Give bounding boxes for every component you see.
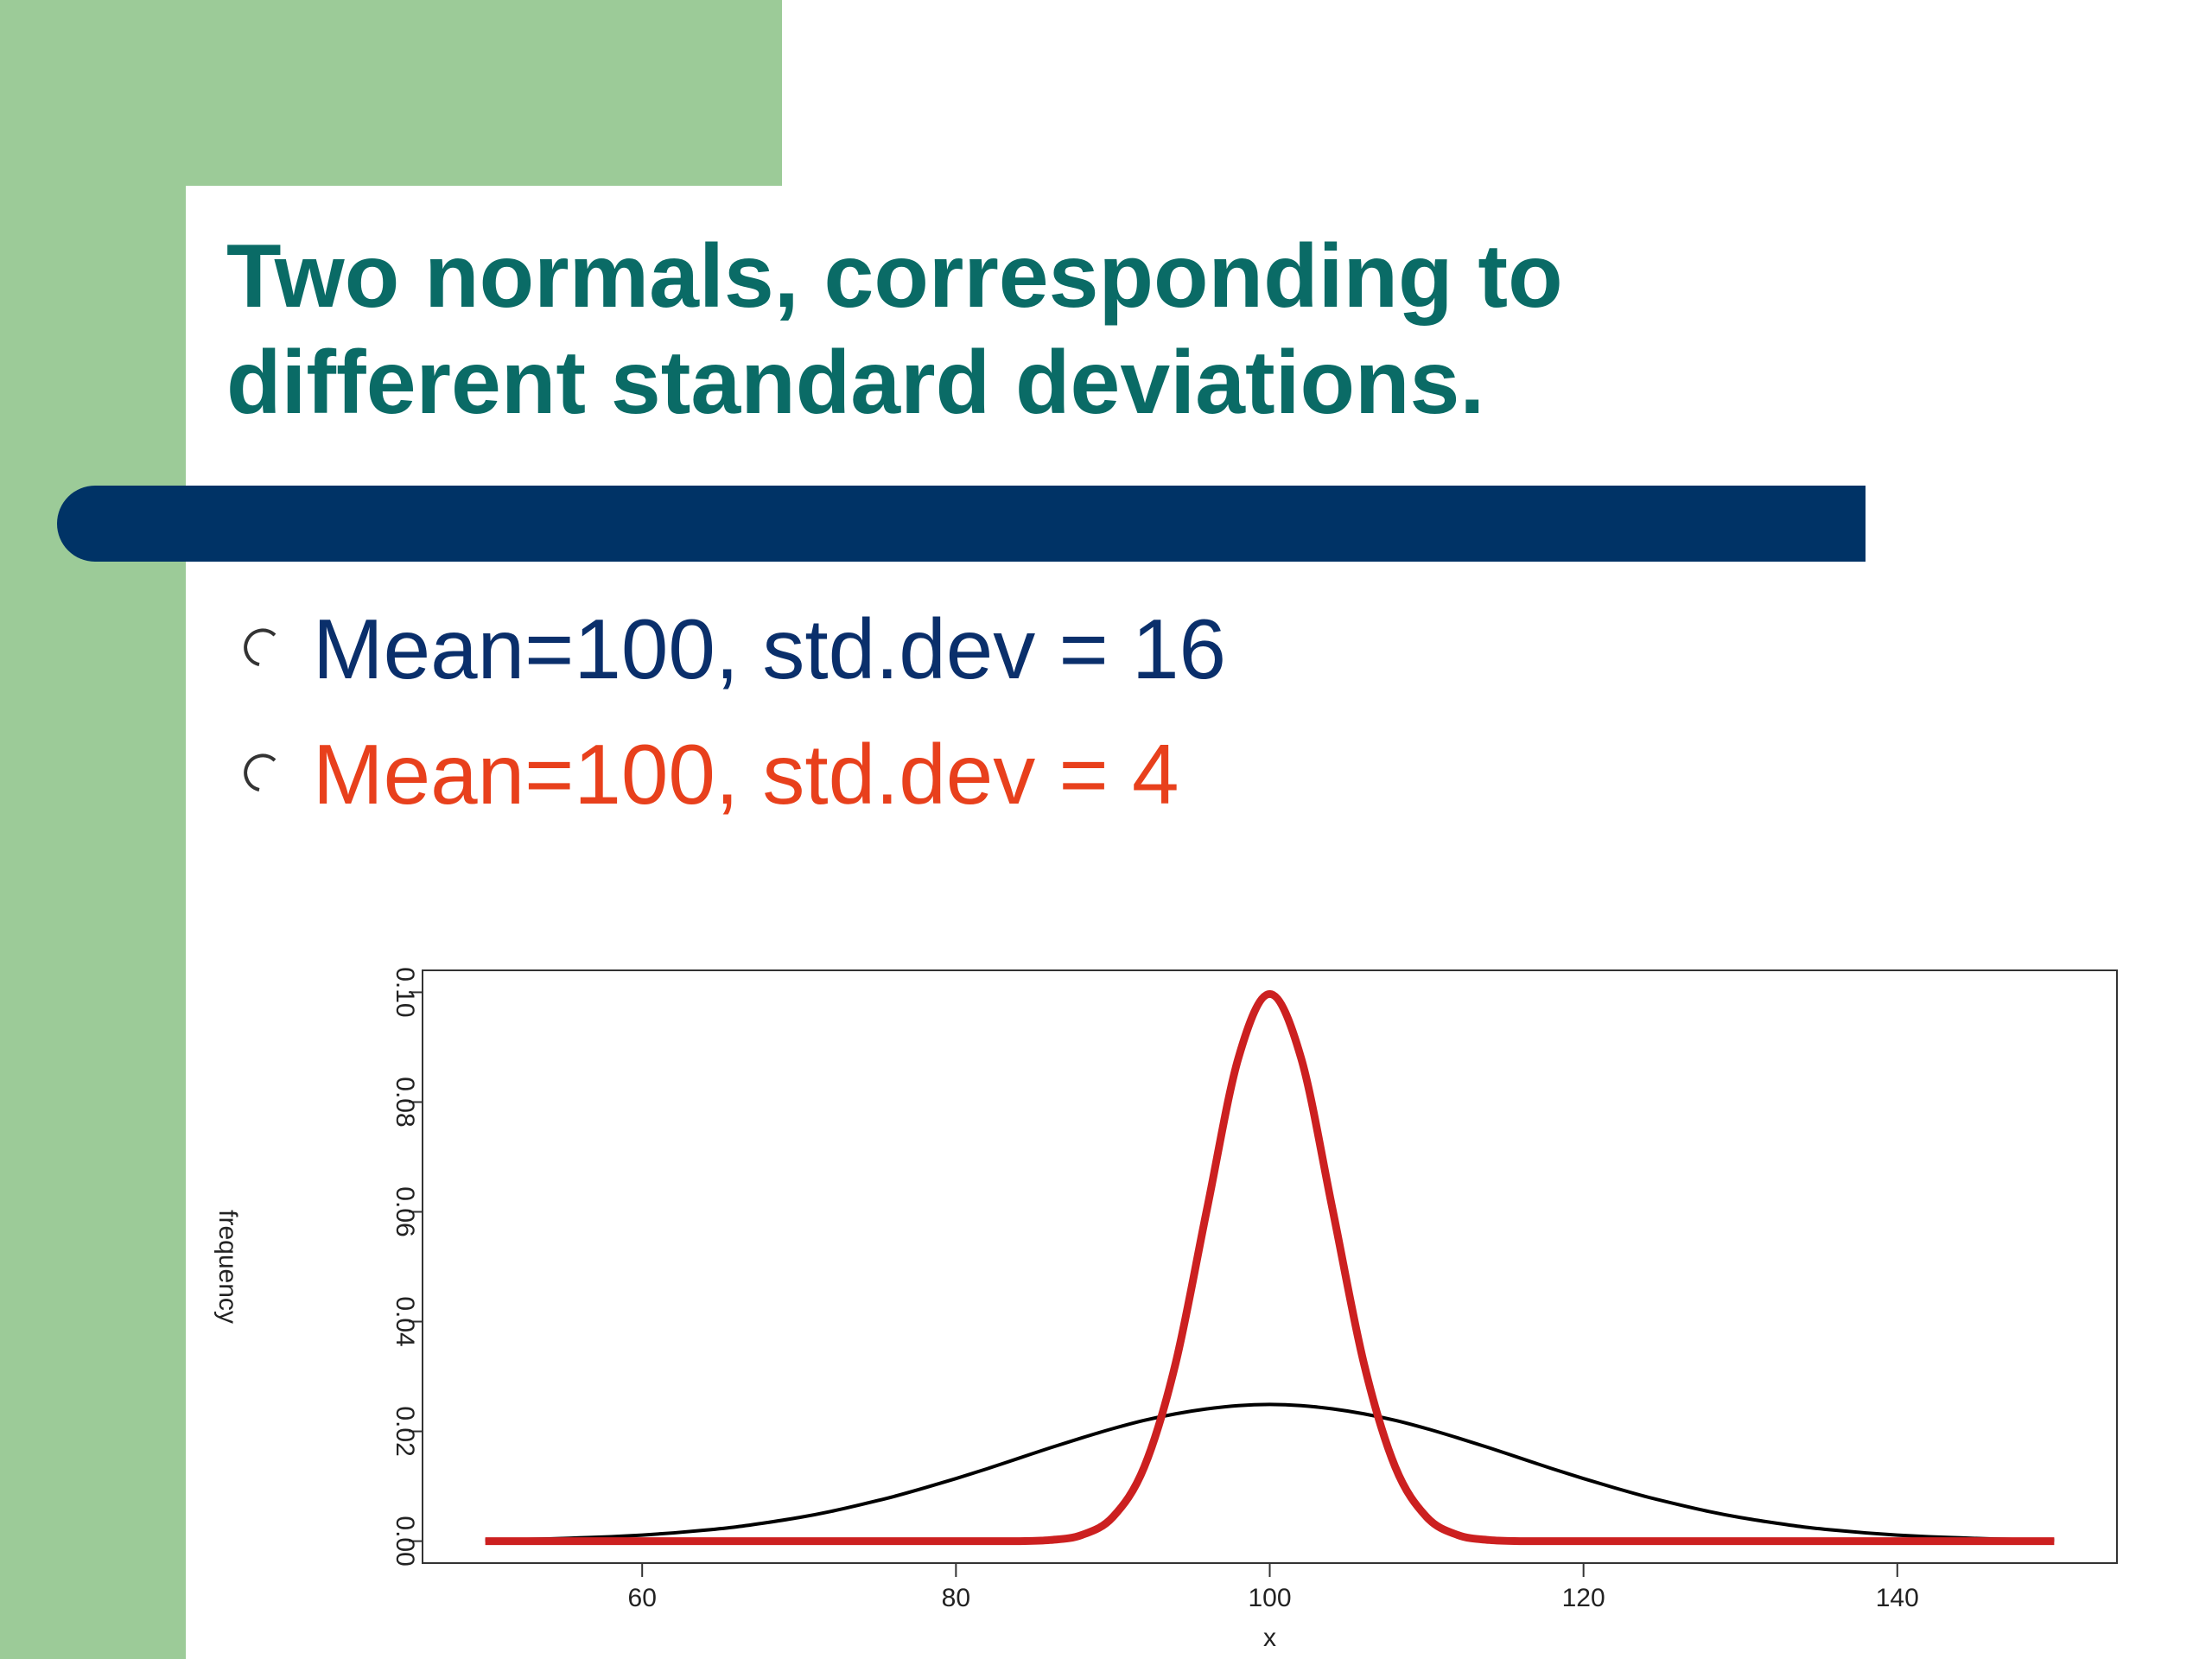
y-tick-label: 0.08	[391, 1077, 419, 1127]
x-tick-label: 80	[942, 1584, 970, 1612]
y-axis-label: frequency	[213, 1210, 242, 1324]
bullet-text: Mean=100, std.dev = 16	[313, 601, 1226, 696]
y-tick-label: 0.02	[391, 1406, 419, 1456]
divider-bar	[57, 486, 1866, 562]
green-strip	[0, 0, 186, 1659]
x-tick-label: 140	[1876, 1584, 1919, 1612]
y-tick-label: 0.10	[391, 967, 419, 1017]
content-panel	[186, 0, 2212, 1659]
y-tick-label: 0.06	[391, 1186, 419, 1236]
x-axis-label: x	[1263, 1624, 1276, 1652]
bullet-marker	[244, 628, 276, 666]
bullet-text: Mean=100, std.dev = 4	[313, 727, 1179, 822]
x-tick-label: 100	[1248, 1584, 1291, 1612]
slide-title: different standard deviations.	[226, 333, 1484, 433]
slide-title: Two normals, corresponding to	[226, 226, 1563, 327]
x-tick-label: 60	[628, 1584, 657, 1612]
series-line	[485, 989, 2055, 1546]
y-tick-label: 0.00	[391, 1516, 419, 1566]
x-tick-label: 120	[1562, 1584, 1605, 1612]
bullet-marker	[244, 753, 276, 791]
series-line	[485, 1402, 2055, 1542]
y-tick-label: 0.04	[391, 1296, 419, 1346]
